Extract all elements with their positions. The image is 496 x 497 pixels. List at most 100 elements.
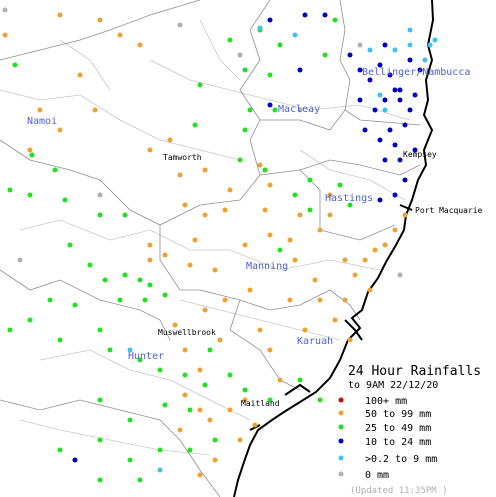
station-dot (52, 167, 58, 173)
legend: 100+ mm 50 to 99 mm 25 to 49 mm 10 to 24 mm… (338, 396, 437, 481)
station-dot (252, 422, 258, 428)
station-dot (322, 12, 328, 18)
station-dot (367, 47, 373, 53)
station-dot (242, 387, 248, 393)
station-dot (377, 197, 383, 203)
station-dot (397, 87, 403, 93)
station-dot (122, 272, 128, 278)
station-dot (167, 137, 173, 143)
station-dot (352, 272, 358, 278)
station-dot (267, 182, 273, 188)
station-dot (127, 347, 133, 353)
station-dot (7, 187, 13, 193)
station-dot (382, 42, 388, 48)
station-dot (57, 127, 63, 133)
station-dot (412, 147, 418, 153)
station-dot (262, 167, 268, 173)
station-dot (72, 457, 78, 463)
station-dot (102, 277, 108, 283)
station-dot (177, 22, 183, 28)
station-dot (367, 77, 373, 83)
station-dot (317, 297, 323, 303)
station-dot (172, 322, 178, 328)
station-dot (162, 402, 168, 408)
station-dot (197, 82, 203, 88)
place-label: Namoi (27, 116, 57, 127)
station-dot (192, 122, 198, 128)
station-dot (267, 397, 273, 403)
station-dot (237, 52, 243, 58)
legend-dot (338, 424, 344, 430)
station-dot (147, 242, 153, 248)
station-dot (57, 12, 63, 18)
legend-dot (338, 397, 344, 403)
station-dot (357, 97, 363, 103)
station-dot (277, 42, 283, 48)
footer: (Updated 11:35PM ) (350, 486, 448, 496)
place-label: Hunter (128, 351, 164, 362)
station-dot (302, 12, 308, 18)
station-dot (332, 317, 338, 323)
station-dot (392, 142, 398, 148)
estuaries (249, 204, 413, 431)
legend-dot (338, 410, 344, 416)
legend-label: 100+ mm (365, 396, 407, 407)
station-dot (292, 192, 298, 198)
station-dot (182, 347, 188, 353)
station-dot (217, 337, 223, 343)
station-dot (47, 297, 53, 303)
place-label: Karuah (297, 336, 333, 347)
station-dot (392, 47, 398, 53)
place-label: Manning (246, 261, 288, 272)
station-dot (137, 42, 143, 48)
place-label: Muswellbrook (158, 328, 216, 337)
place-label: Port Macquarie (415, 206, 483, 215)
station-dot (242, 242, 248, 248)
station-dot (407, 27, 413, 33)
station-dot (177, 427, 183, 433)
station-dot (187, 447, 193, 453)
station-dot (177, 172, 183, 178)
station-dot (17, 257, 23, 263)
station-dot (387, 72, 393, 78)
station-dot (107, 347, 113, 353)
station-dot (307, 177, 313, 183)
station-dot (122, 212, 128, 218)
stations (2, 7, 438, 483)
legend-subtitle: to 9AM 22/12/20 (348, 380, 438, 391)
place-label: Macleay (278, 104, 320, 115)
station-dot (57, 447, 63, 453)
station-dot (197, 472, 203, 478)
station-dot (222, 297, 228, 303)
station-dot (162, 252, 168, 258)
station-dot (97, 437, 103, 443)
station-dot (222, 207, 228, 213)
station-dot (147, 147, 153, 153)
station-dot (397, 157, 403, 163)
station-dot (187, 407, 193, 413)
station-dot (337, 182, 343, 188)
station-dot (207, 417, 213, 423)
place-label: Tamworth (163, 153, 202, 162)
place-label: Kempsey (403, 150, 437, 159)
legend-label: 25 to 49 mm (365, 423, 431, 434)
station-dot (432, 37, 438, 43)
station-dot (362, 257, 368, 263)
station-dot (317, 227, 323, 233)
station-dot (202, 382, 208, 388)
station-dot (257, 327, 263, 333)
station-dot (197, 407, 203, 413)
legend-label: >0.2 to 9 mm (365, 454, 437, 465)
station-dot (127, 457, 133, 463)
station-dot (147, 282, 153, 288)
station-dot (397, 272, 403, 278)
station-dot (347, 52, 353, 58)
station-dot (67, 242, 73, 248)
station-dot (392, 192, 398, 198)
station-dot (402, 212, 408, 218)
station-dot (227, 372, 233, 378)
station-dot (117, 297, 123, 303)
station-dot (127, 417, 133, 423)
station-dot (247, 287, 253, 293)
